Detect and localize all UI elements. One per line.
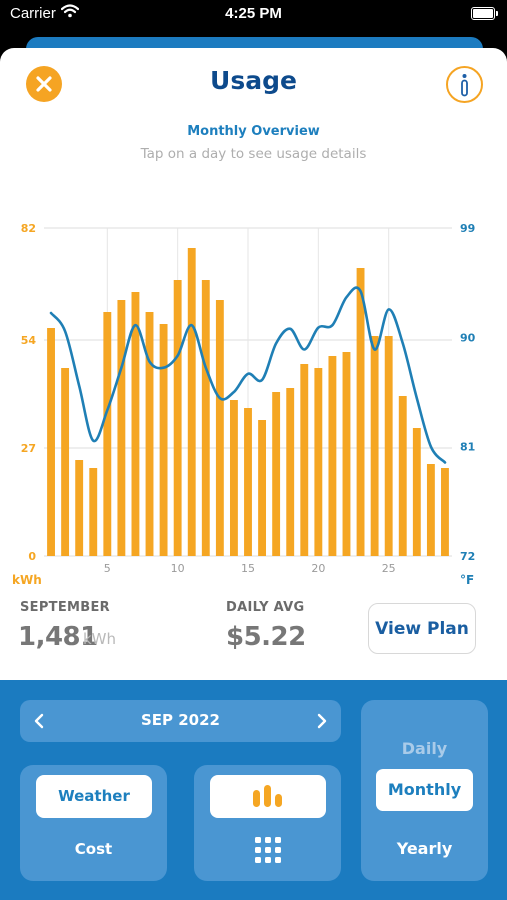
bar <box>244 408 252 556</box>
temperature-line <box>49 286 447 464</box>
bar <box>272 392 281 556</box>
bar <box>426 464 435 556</box>
controls-panel: SEP 2022 Weather Cost <box>0 680 507 900</box>
chart-view-button[interactable] <box>210 775 326 818</box>
bar <box>328 356 337 556</box>
daily-avg-label: DAILY AVG <box>226 600 305 615</box>
bar <box>89 468 98 556</box>
chevron-right-icon[interactable] <box>317 713 327 733</box>
status-bar: Carrier 4:25 PM <box>0 0 507 30</box>
x-tick-label: 5 <box>104 562 111 575</box>
info-button[interactable] <box>446 66 483 103</box>
grid-icon <box>255 837 281 863</box>
bar <box>117 300 126 556</box>
clock: 4:25 PM <box>225 5 282 22</box>
right-axis-label: °F <box>460 573 474 587</box>
month-selector: SEP 2022 <box>20 700 341 742</box>
bar <box>441 468 449 556</box>
right-tick-label: 90 <box>460 331 476 344</box>
bar <box>356 268 365 556</box>
left-tick-label: 54 <box>21 334 37 347</box>
bar <box>314 368 323 556</box>
bar <box>398 396 407 556</box>
usage-sheet: Usage Monthly Overview Tap on a day to s… <box>0 48 507 900</box>
bar <box>412 428 421 556</box>
right-tick-label: 99 <box>460 222 475 235</box>
left-tick-label: 82 <box>21 222 36 235</box>
month-stat-unit: kWh <box>83 630 117 648</box>
period-monthly[interactable]: Monthly <box>376 769 473 811</box>
bar <box>300 364 309 556</box>
close-icon <box>36 76 52 92</box>
bar <box>61 368 70 556</box>
bar <box>173 280 182 556</box>
x-tick-label: 20 <box>311 562 325 575</box>
bar <box>342 352 351 556</box>
close-button[interactable] <box>26 66 62 102</box>
left-axis-label: kWh <box>12 573 42 587</box>
chart-hint: Tap on a day to see usage details <box>140 146 367 162</box>
battery-icon <box>471 7 498 20</box>
period-daily[interactable]: Daily <box>401 739 448 758</box>
bar <box>103 312 112 556</box>
view-plan-button[interactable]: View Plan <box>368 603 476 654</box>
bar <box>384 336 393 556</box>
month-stat-label: SEPTEMBER <box>20 600 110 615</box>
month-label: SEP 2022 <box>140 711 220 729</box>
month-stat-value: 1,481 <box>18 622 98 652</box>
daily-avg-value: $5.22 <box>226 622 306 652</box>
left-tick-label: 27 <box>21 442 36 455</box>
info-icon <box>461 74 468 97</box>
bar-chart-icon <box>253 785 282 807</box>
bar <box>286 388 295 556</box>
bar <box>47 328 55 556</box>
bar <box>258 420 267 556</box>
bar <box>187 248 196 556</box>
left-tick-label: 0 <box>28 550 36 563</box>
usage-chart[interactable]: 0 27 54 82 72 81 90 99 5 10 15 20 25 kWh °F <box>0 48 507 588</box>
x-tick-label: 25 <box>382 562 396 575</box>
bar <box>145 312 154 556</box>
right-tick-label: 72 <box>460 550 475 563</box>
bar <box>201 280 210 556</box>
carrier-label: Carrier <box>10 5 56 22</box>
view-toggle-card <box>194 765 341 881</box>
period-yearly[interactable]: Yearly <box>396 839 453 858</box>
x-tick-label: 10 <box>171 562 185 575</box>
bar <box>370 336 379 556</box>
chart-title: Monthly Overview <box>187 124 320 139</box>
cost-button[interactable]: Cost <box>74 840 113 858</box>
wifi-icon <box>60 4 80 23</box>
right-tick-label: 81 <box>460 441 475 454</box>
bar <box>75 460 84 556</box>
period-selector: Daily Monthly Yearly <box>361 700 488 881</box>
grid-view-button[interactable] <box>253 835 283 869</box>
weather-button[interactable]: Weather <box>36 775 152 818</box>
page-title: Usage <box>210 66 297 95</box>
overlay-toggle-card: Weather Cost <box>20 765 167 881</box>
bar <box>159 324 168 556</box>
bar <box>131 292 140 556</box>
x-tick-label: 15 <box>241 562 255 575</box>
chevron-left-icon[interactable] <box>34 713 44 733</box>
bar <box>229 400 238 556</box>
bar <box>215 300 224 556</box>
